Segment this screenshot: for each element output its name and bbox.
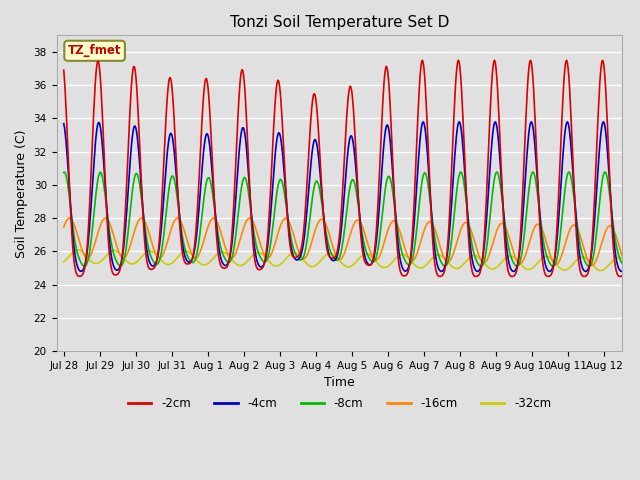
Legend: -2cm, -4cm, -8cm, -16cm, -32cm: -2cm, -4cm, -8cm, -16cm, -32cm xyxy=(123,392,556,415)
Y-axis label: Soil Temperature (C): Soil Temperature (C) xyxy=(15,129,28,257)
X-axis label: Time: Time xyxy=(324,376,355,389)
Title: Tonzi Soil Temperature Set D: Tonzi Soil Temperature Set D xyxy=(230,15,449,30)
Text: TZ_fmet: TZ_fmet xyxy=(68,44,122,57)
